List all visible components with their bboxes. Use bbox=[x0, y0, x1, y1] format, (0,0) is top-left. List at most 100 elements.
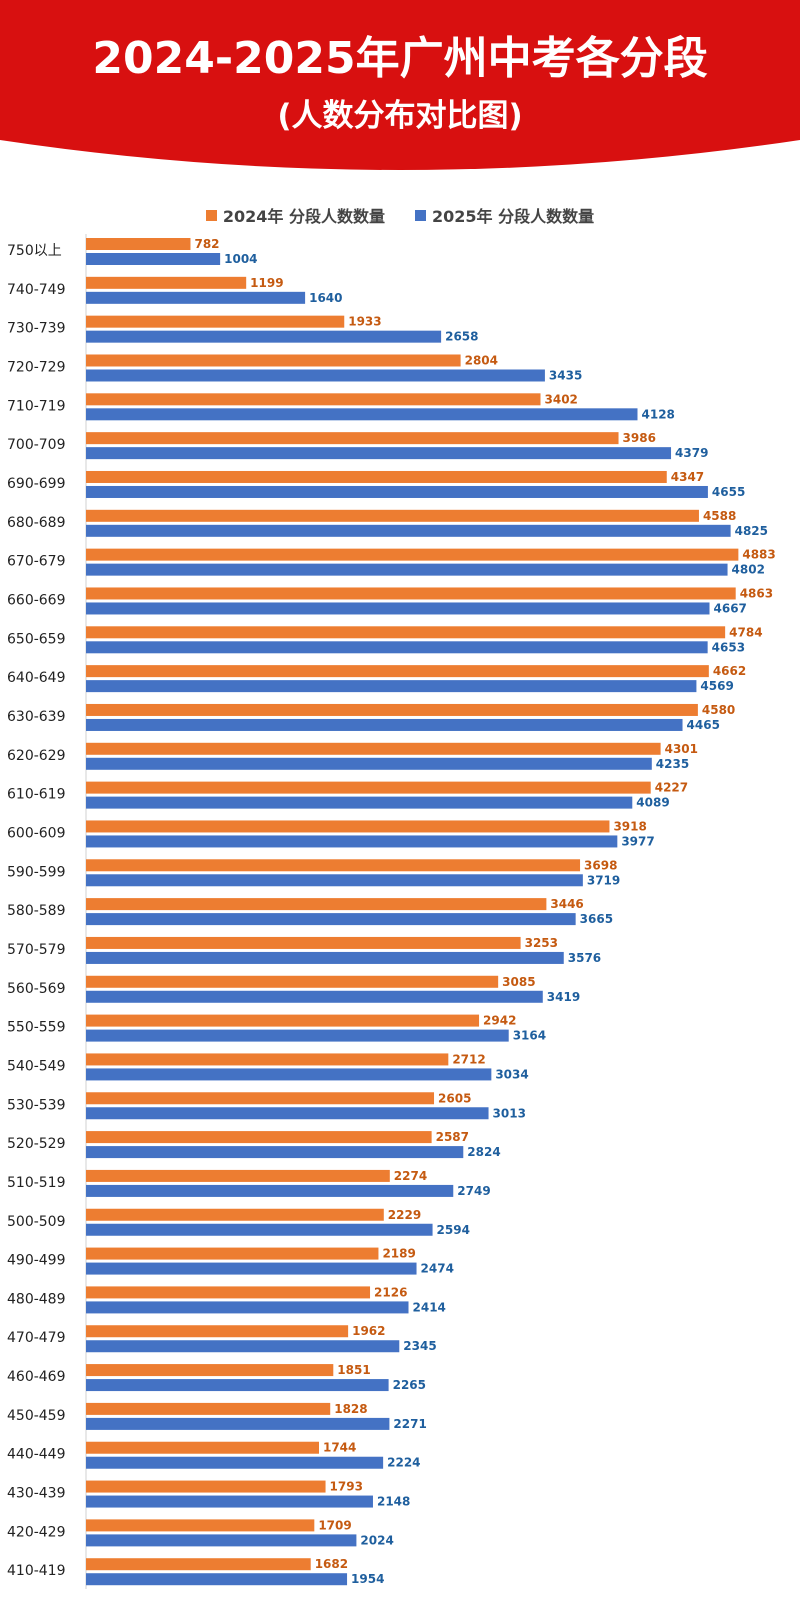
category-label: 540-549 bbox=[7, 1058, 66, 1074]
banner-background bbox=[0, 0, 800, 170]
bar-2025 bbox=[86, 253, 221, 265]
value-label-2025: 1954 bbox=[351, 1572, 384, 1586]
bar-2025 bbox=[86, 1340, 400, 1353]
bar-2024 bbox=[86, 1364, 334, 1377]
category-label: 740-749 bbox=[7, 282, 66, 298]
category-label: 600-609 bbox=[7, 825, 66, 841]
category-label: 510-519 bbox=[7, 1175, 66, 1191]
bar-2025 bbox=[86, 1107, 489, 1120]
bar-2024 bbox=[86, 1441, 319, 1454]
value-label-2024: 1962 bbox=[352, 1324, 385, 1338]
bar-2025 bbox=[86, 291, 306, 304]
category-label: 750以上 bbox=[7, 243, 62, 259]
category-label: 580-589 bbox=[7, 903, 66, 919]
value-label-2025: 1004 bbox=[224, 252, 257, 266]
bar-2025 bbox=[86, 1573, 348, 1586]
legend-swatch-2025 bbox=[415, 209, 426, 221]
bar-2024 bbox=[86, 1286, 371, 1299]
bar-2024 bbox=[86, 898, 547, 911]
value-label-2025: 4825 bbox=[735, 524, 768, 538]
value-label-2024: 1709 bbox=[318, 1518, 351, 1532]
category-label: 700-709 bbox=[7, 437, 66, 453]
value-label-2024: 3085 bbox=[502, 975, 535, 989]
value-label-2025: 3576 bbox=[568, 951, 601, 965]
value-label-2025: 2594 bbox=[437, 1223, 470, 1237]
bar-2025 bbox=[86, 951, 564, 964]
category-label: 630-639 bbox=[7, 709, 66, 725]
value-label-2025: 3419 bbox=[547, 990, 580, 1004]
bar-2025 bbox=[86, 757, 652, 770]
value-label-2024: 3918 bbox=[613, 819, 646, 833]
category-label: 450-459 bbox=[7, 1408, 66, 1424]
bar-2025 bbox=[86, 1417, 390, 1430]
value-label-2024: 782 bbox=[194, 237, 219, 251]
value-label-2024: 3446 bbox=[550, 897, 583, 911]
value-label-2024: 4863 bbox=[740, 586, 773, 600]
bar-2024 bbox=[86, 354, 461, 367]
value-label-2025: 3013 bbox=[493, 1106, 526, 1120]
bar-2025 bbox=[86, 680, 697, 693]
category-label: 670-679 bbox=[7, 554, 66, 570]
value-label-2025: 2224 bbox=[387, 1456, 420, 1470]
value-label-2025: 2749 bbox=[457, 1184, 490, 1198]
chart-subtitle: (人数分布对比图) bbox=[277, 98, 523, 134]
value-label-2025: 3977 bbox=[621, 834, 654, 848]
bar-2024 bbox=[86, 1169, 390, 1182]
bar-2025 bbox=[86, 835, 618, 848]
bar-2025 bbox=[86, 1184, 454, 1197]
value-label-2025: 3435 bbox=[549, 368, 582, 382]
chart-legend: 2024年 分段人数数量 2025年 分段人数数量 bbox=[0, 203, 800, 227]
legend-label-2024: 2024年 分段人数数量 bbox=[222, 207, 385, 226]
category-label: 690-699 bbox=[7, 476, 66, 492]
value-label-2024: 4347 bbox=[671, 470, 704, 484]
value-label-2024: 1199 bbox=[250, 276, 283, 290]
category-label: 520-529 bbox=[7, 1136, 66, 1152]
value-label-2024: 3986 bbox=[623, 431, 656, 445]
category-label: 490-499 bbox=[7, 1253, 66, 1269]
bar-2025 bbox=[86, 330, 442, 343]
category-label: 560-569 bbox=[7, 981, 66, 997]
bar-2024 bbox=[86, 1558, 311, 1571]
bar-2024 bbox=[86, 509, 699, 522]
value-label-2025: 2474 bbox=[421, 1262, 454, 1276]
value-label-2024: 3698 bbox=[584, 858, 617, 872]
value-label-2025: 2265 bbox=[393, 1378, 426, 1392]
value-label-2025: 4379 bbox=[675, 446, 708, 460]
legend-item-2025: 2025年 分段人数数量 bbox=[415, 203, 594, 227]
value-label-2025: 3034 bbox=[495, 1067, 528, 1081]
category-label: 550-559 bbox=[7, 1020, 66, 1036]
value-label-2024: 3402 bbox=[545, 392, 578, 406]
bar-2024 bbox=[86, 1208, 384, 1221]
category-label: 460-469 bbox=[7, 1369, 66, 1385]
category-label: 440-449 bbox=[7, 1447, 66, 1463]
title-banner: 2024-2025年广州中考各分段 (人数分布对比图) bbox=[0, 0, 800, 185]
value-label-2025: 4569 bbox=[700, 679, 733, 693]
value-label-2025: 2024 bbox=[360, 1533, 393, 1547]
category-label: 640-649 bbox=[7, 670, 66, 686]
bar-2025 bbox=[86, 524, 731, 537]
value-label-2025: 2345 bbox=[403, 1339, 436, 1353]
bar-2025 bbox=[86, 796, 633, 809]
bar-2024 bbox=[86, 1480, 326, 1493]
bar-2025 bbox=[86, 1146, 464, 1159]
bar-2025 bbox=[86, 1379, 389, 1392]
category-label: 530-539 bbox=[7, 1097, 66, 1113]
bar-2024 bbox=[86, 1131, 432, 1144]
value-label-2024: 4580 bbox=[702, 703, 735, 717]
bar-2025 bbox=[86, 874, 583, 887]
legend-swatch-2024 bbox=[205, 209, 217, 221]
legend-item-2024: 2024年 分段人数数量 bbox=[205, 203, 385, 227]
bar-2024 bbox=[86, 665, 709, 678]
category-label: 610-619 bbox=[7, 787, 66, 803]
value-label-2024: 1851 bbox=[337, 1363, 370, 1377]
value-label-2024: 2126 bbox=[374, 1285, 407, 1299]
value-label-2024: 4883 bbox=[742, 548, 775, 562]
value-label-2024: 3253 bbox=[525, 936, 558, 950]
value-label-2024: 4588 bbox=[703, 509, 736, 523]
value-label-2025: 4089 bbox=[636, 796, 669, 810]
bar-2025 bbox=[86, 1534, 357, 1547]
value-label-2025: 4655 bbox=[712, 485, 745, 499]
value-label-2024: 2605 bbox=[438, 1091, 471, 1105]
value-label-2025: 2658 bbox=[445, 330, 478, 344]
